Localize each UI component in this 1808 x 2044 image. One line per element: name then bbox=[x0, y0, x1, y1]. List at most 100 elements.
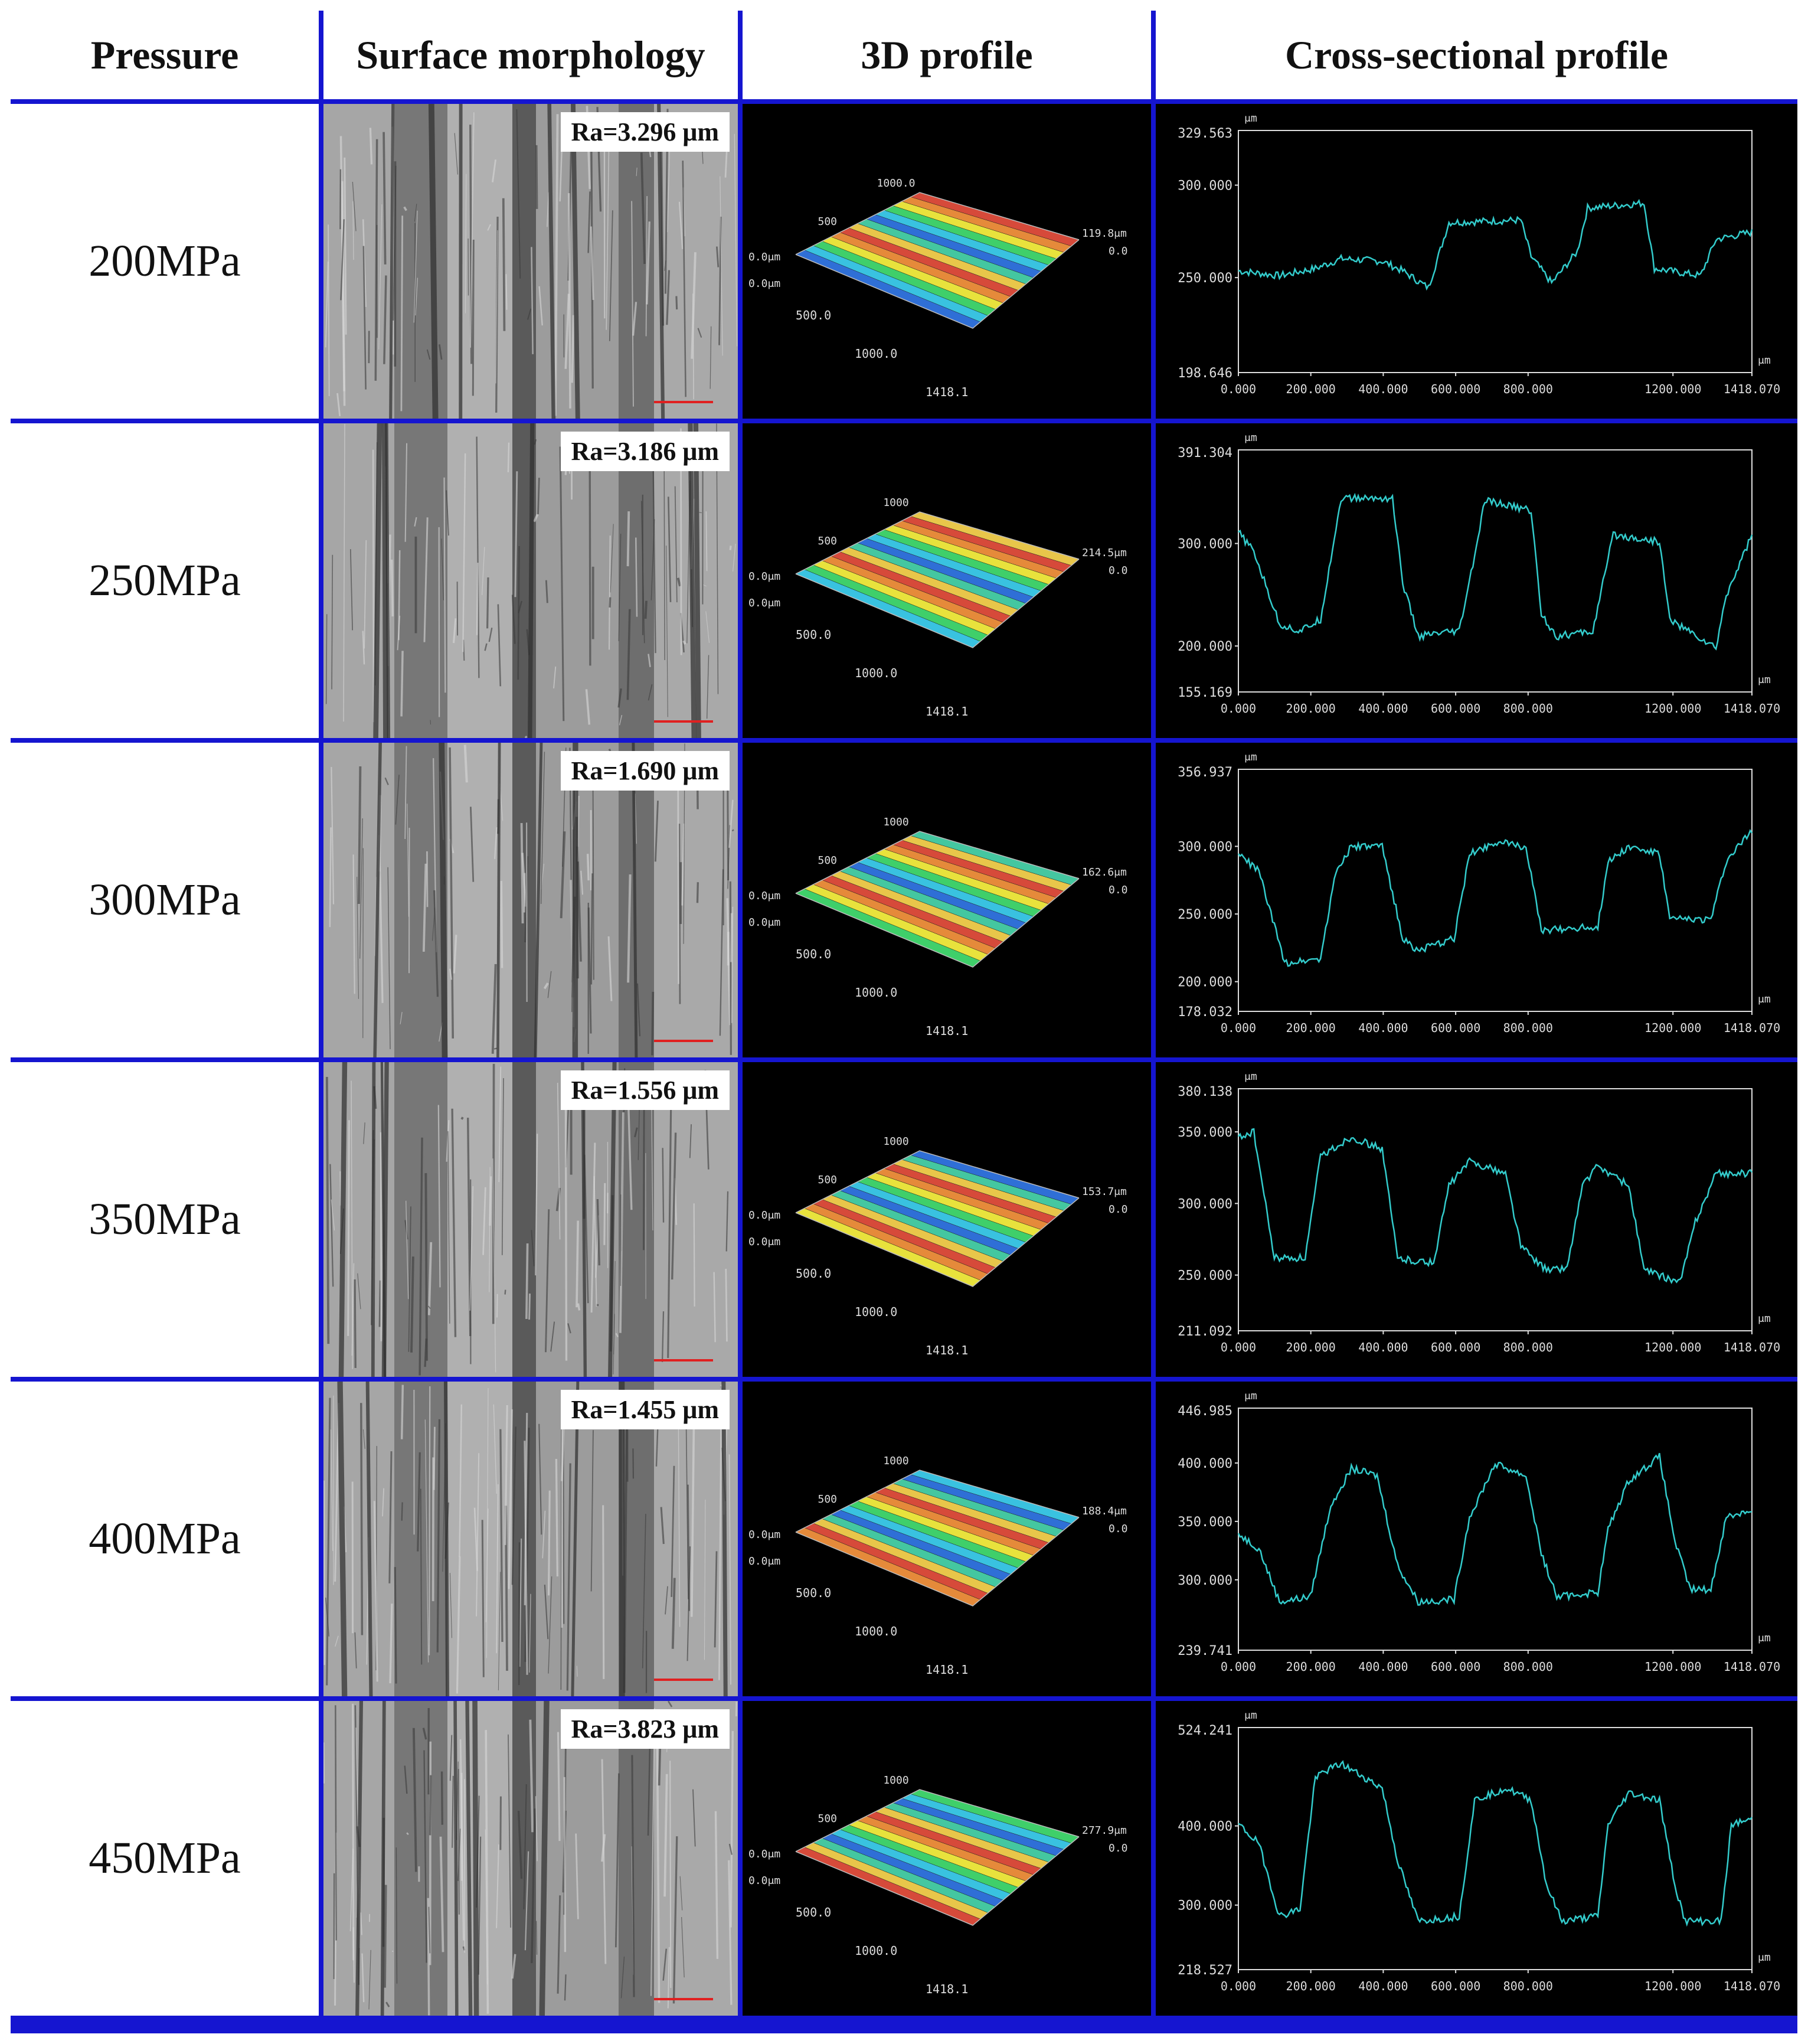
height-label: 277.9μm bbox=[1082, 1824, 1127, 1837]
origin-label-a: 0.0μm bbox=[748, 251, 780, 263]
y-tick-label: 300.000 bbox=[1178, 1573, 1232, 1588]
x-tick-label: 400.000 bbox=[1358, 1021, 1408, 1035]
x-tick-label: 600.000 bbox=[1431, 1340, 1480, 1354]
roughness-label: Ra=3.296 μm bbox=[560, 112, 730, 152]
x-unit-label: μm bbox=[1758, 1632, 1771, 1644]
y-min-label: 198.646 bbox=[1178, 366, 1232, 381]
x-tick-label: 200.000 bbox=[1286, 1660, 1336, 1674]
y-axis-end-label: 1418.1 bbox=[926, 1663, 968, 1677]
plot-frame bbox=[1238, 1727, 1753, 1970]
y-axis-500-label: 500.0 bbox=[796, 1266, 831, 1281]
y-unit-label: μm bbox=[1244, 432, 1257, 444]
x-tick-label: 1418.070 bbox=[1724, 701, 1780, 716]
z-axis-top-label: 1000 bbox=[883, 1774, 908, 1787]
y-tick-label: 400.000 bbox=[1178, 1820, 1232, 1834]
y-axis-end-label: 1418.1 bbox=[926, 704, 968, 719]
y-tick-label: 350.000 bbox=[1178, 1515, 1232, 1530]
y-unit-label: μm bbox=[1244, 1709, 1257, 1722]
height-zero-label: 0.0 bbox=[1109, 1203, 1128, 1216]
y-min-label: 211.092 bbox=[1178, 1324, 1232, 1339]
y-max-label: 356.937 bbox=[1178, 765, 1232, 780]
cross-sectional-profile-chart: μm μm 356.937 178.032 300.000 250.000 200.000 0… bbox=[1156, 743, 1797, 1057]
cross-sectional-profile-chart: μm μm 380.138 211.092 350.000 300.000 250.000 0… bbox=[1156, 1062, 1797, 1377]
y-axis-1000-label: 1000.0 bbox=[855, 985, 897, 1000]
y-unit-label: μm bbox=[1244, 1070, 1257, 1083]
x-unit-label: μm bbox=[1758, 674, 1771, 686]
surface-morphology-image: Ra=1.556 μm bbox=[323, 1062, 738, 1377]
y-unit-label: μm bbox=[1244, 112, 1257, 125]
y-tick-label: 300.000 bbox=[1178, 1197, 1232, 1212]
y-axis-500-label: 500.0 bbox=[796, 1905, 831, 1919]
x-tick-label: 0.000 bbox=[1221, 1660, 1256, 1674]
3d-profile-render: 1000 500 0.0μm 0.0μm 500.0 1000.0 1418.1 153.7μ… bbox=[743, 1062, 1151, 1377]
height-zero-label: 0.0 bbox=[1109, 1523, 1128, 1535]
y-axis-1000-label: 1000.0 bbox=[855, 666, 897, 680]
y-tick-label: 300.000 bbox=[1178, 1899, 1232, 1914]
y-tick-label: 400.000 bbox=[1178, 1457, 1232, 1471]
height-zero-label: 0.0 bbox=[1109, 245, 1128, 257]
x-unit-label: μm bbox=[1758, 993, 1771, 1005]
roughness-label: Ra=1.556 μm bbox=[560, 1070, 730, 1110]
y-axis-1000-label: 1000.0 bbox=[855, 1944, 897, 1958]
plot-frame bbox=[1238, 769, 1753, 1012]
x-tick-label: 800.000 bbox=[1503, 1979, 1553, 1993]
x-tick-label: 800.000 bbox=[1503, 1021, 1553, 1035]
cross-sectional-profile-chart: μm μm 391.304 155.169 300.000 200.000 0.000 200… bbox=[1156, 423, 1797, 738]
header-pressure: Pressure bbox=[11, 11, 319, 99]
x-tick-label: 1418.070 bbox=[1724, 382, 1780, 396]
profile-trace bbox=[1237, 829, 1753, 967]
origin-label-b: 0.0μm bbox=[748, 1555, 780, 1568]
y-unit-label: μm bbox=[1244, 1390, 1257, 1402]
y-tick-label: 300.000 bbox=[1178, 840, 1232, 854]
y-axis-1000-label: 1000.0 bbox=[855, 347, 897, 361]
x-tick-label: 0.000 bbox=[1221, 1340, 1256, 1354]
x-tick-label: 800.000 bbox=[1503, 382, 1553, 396]
origin-label-a: 0.0μm bbox=[748, 1529, 780, 1541]
x-tick-label: 200.000 bbox=[1286, 1979, 1336, 1993]
x-tick-label: 1200.000 bbox=[1644, 701, 1701, 716]
height-zero-label: 0.0 bbox=[1109, 884, 1128, 896]
height-label: 153.7μm bbox=[1082, 1186, 1127, 1198]
y-tick-label: 200.000 bbox=[1178, 639, 1232, 654]
cross-sectional-profile-chart: μm μm 329.563 198.646 300.000 250.000 0.000 200… bbox=[1156, 104, 1797, 419]
x-tick-label: 1418.070 bbox=[1724, 1979, 1780, 1993]
y-max-label: 329.563 bbox=[1178, 126, 1232, 141]
x-tick-label: 1200.000 bbox=[1644, 1660, 1701, 1674]
z-axis-mid-label: 500 bbox=[818, 215, 837, 228]
y-min-label: 218.527 bbox=[1178, 1963, 1232, 1978]
origin-label-b: 0.0μm bbox=[748, 597, 780, 609]
pressure-value: 200MPa bbox=[11, 104, 319, 419]
x-unit-label: μm bbox=[1758, 1951, 1771, 1964]
surface-morphology-image: Ra=1.690 μm bbox=[323, 743, 738, 1057]
3d-profile-render: 1000 500 0.0μm 0.0μm 500.0 1000.0 1418.1 277.9μ… bbox=[743, 1701, 1151, 2016]
x-tick-label: 200.000 bbox=[1286, 382, 1336, 396]
z-axis-mid-label: 500 bbox=[818, 1174, 837, 1186]
x-tick-label: 600.000 bbox=[1431, 1979, 1480, 1993]
3d-profile-render: 1000 500 0.0μm 0.0μm 500.0 1000.0 1418.1 188.4μ… bbox=[743, 1382, 1151, 1696]
y-unit-label: μm bbox=[1244, 751, 1257, 763]
x-unit-label: μm bbox=[1758, 354, 1771, 367]
x-tick-label: 200.000 bbox=[1286, 1021, 1336, 1035]
header-surface-morphology: Surface morphology bbox=[323, 11, 738, 99]
3d-profile-render: 1000 500 0.0μm 0.0μm 500.0 1000.0 1418.1 162.6μ… bbox=[743, 743, 1151, 1057]
profile-trace bbox=[1237, 1128, 1753, 1284]
x-tick-label: 600.000 bbox=[1431, 1021, 1480, 1035]
height-label: 162.6μm bbox=[1082, 866, 1127, 879]
y-axis-500-label: 500.0 bbox=[796, 628, 831, 642]
y-max-label: 391.304 bbox=[1178, 446, 1232, 461]
y-axis-1000-label: 1000.0 bbox=[855, 1624, 897, 1638]
surface-morphology-image: Ra=3.823 μm bbox=[323, 1701, 738, 2016]
z-axis-top-label: 1000 bbox=[883, 497, 908, 509]
x-tick-label: 0.000 bbox=[1221, 1979, 1256, 1993]
y-max-label: 446.985 bbox=[1178, 1404, 1232, 1419]
z-axis-top-label: 1000 bbox=[883, 816, 908, 828]
x-tick-label: 0.000 bbox=[1221, 382, 1256, 396]
height-label: 188.4μm bbox=[1082, 1505, 1127, 1517]
origin-label-b: 0.0μm bbox=[748, 277, 780, 290]
profile-trace bbox=[1238, 1760, 1753, 1927]
surface-morphology-image: Ra=3.296 μm bbox=[323, 104, 738, 419]
x-tick-label: 400.000 bbox=[1358, 701, 1408, 716]
pressure-value: 300MPa bbox=[11, 743, 319, 1057]
y-tick-label: 250.000 bbox=[1178, 271, 1232, 286]
y-axis-end-label: 1418.1 bbox=[926, 385, 968, 399]
